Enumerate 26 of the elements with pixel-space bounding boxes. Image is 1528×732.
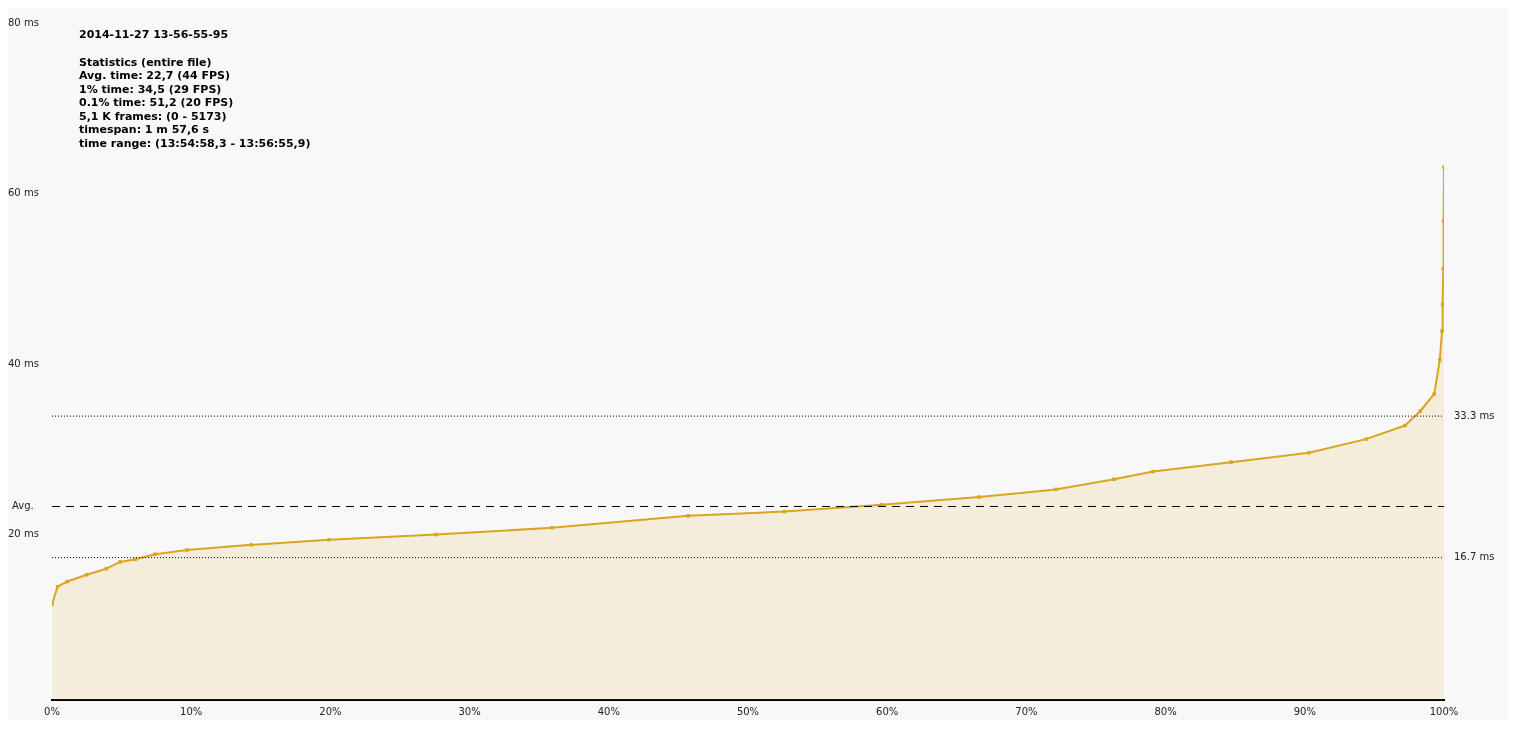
x-tick-label: 40% xyxy=(597,705,620,717)
y-tick-label: 20 ms xyxy=(8,528,39,540)
x-tick-label: 60% xyxy=(876,705,899,717)
y-tick-label: 80 ms xyxy=(8,16,39,28)
annotation: Statistics (entire file) xyxy=(79,55,213,69)
text: 2014-11-27 13-56-55-95 xyxy=(79,28,230,42)
ref-line-label: Avg. xyxy=(12,500,34,512)
x-tick-label: 90% xyxy=(1293,705,1316,717)
x-tick-label: 100% xyxy=(1429,705,1459,717)
x-tick-label: 80% xyxy=(1154,705,1177,717)
ref-line-label: 33.3 ms xyxy=(1454,409,1495,421)
x-tick-label: 70% xyxy=(1015,705,1038,717)
x-tick-label: 0% xyxy=(44,705,60,717)
annotation: 5,1 K frames: (0 - 5173) xyxy=(79,109,228,123)
x-tick-label: 30% xyxy=(458,705,481,717)
annotation: 0.1% time: 51,2 (20 FPS) xyxy=(79,96,235,110)
annotation: time range: (13:54:58,3 - 13:56:55,9) xyxy=(79,136,311,150)
y-tick-label: 40 ms xyxy=(8,357,39,369)
ref-line-label: 16.7 ms xyxy=(1454,551,1495,563)
y-tick-label: 60 ms xyxy=(8,187,39,199)
x-tick-label: 10% xyxy=(180,705,203,717)
annotation: timespan: 1 m 57,6 s xyxy=(79,123,211,137)
x-tick-label: 20% xyxy=(319,705,342,717)
annotation: Avg. time: 22,7 (44 FPS) xyxy=(79,69,231,83)
x-tick-label: 50% xyxy=(736,705,760,717)
annotation: 1% time: 34,5 (29 FPS) xyxy=(79,82,223,96)
